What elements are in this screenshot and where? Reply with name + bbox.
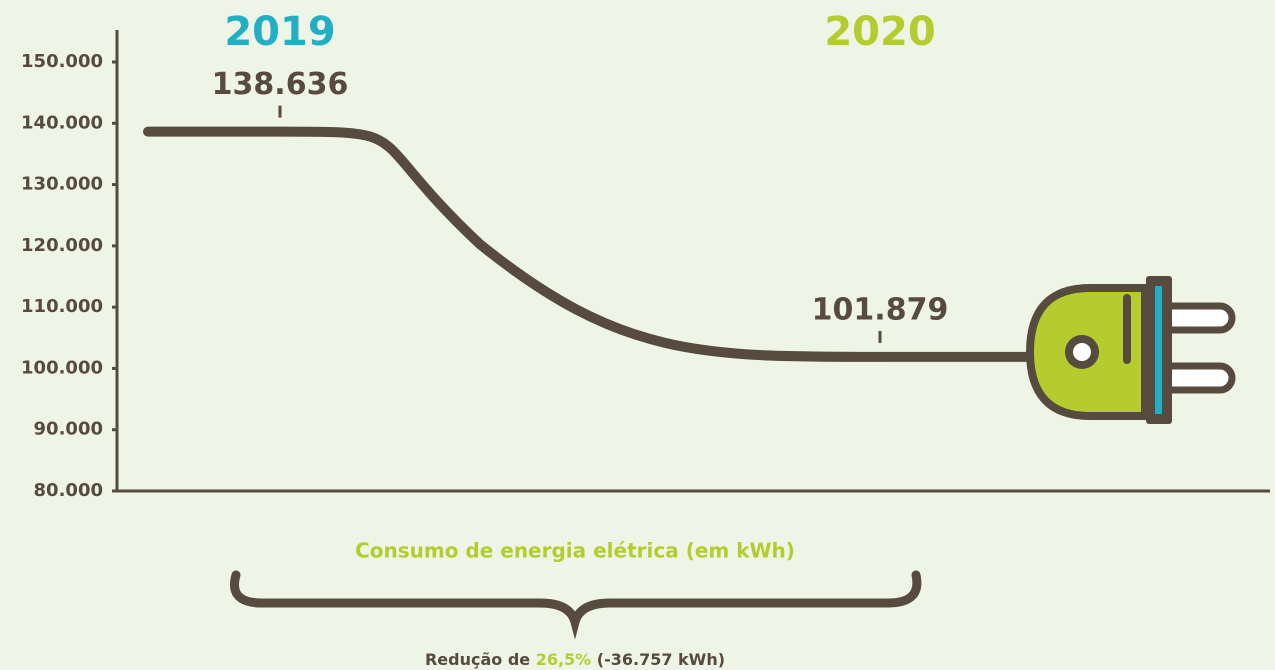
data-label: 138.636	[212, 67, 349, 102]
data-label: 101.879	[812, 292, 949, 327]
x-axis-title: Consumo de energia elétrica (em kWh)	[355, 539, 795, 563]
y-tick-label: 110.000	[21, 296, 103, 317]
year-label: 2019	[224, 9, 335, 55]
y-tick-label: 120.000	[21, 235, 103, 256]
y-tick-label: 90.000	[34, 419, 103, 440]
plug-icon	[1025, 276, 1236, 424]
y-tick-label: 100.000	[21, 357, 103, 378]
annotation: Redução de 26,5% (-36.757 kWh)	[425, 650, 725, 669]
year-label: 2020	[824, 9, 935, 55]
y-tick-label: 140.000	[21, 112, 103, 133]
annotation-highlight: 26,5%	[536, 650, 592, 669]
brace	[230, 570, 922, 640]
annotation-text: Redução de	[425, 650, 536, 669]
y-tick-label: 130.000	[21, 174, 103, 195]
y-tick-label: 80.000	[34, 480, 103, 501]
line	[275, 126, 885, 362]
y-tick-label: 150.000	[21, 51, 103, 72]
annotation-text: (-36.757 kWh)	[591, 650, 725, 669]
